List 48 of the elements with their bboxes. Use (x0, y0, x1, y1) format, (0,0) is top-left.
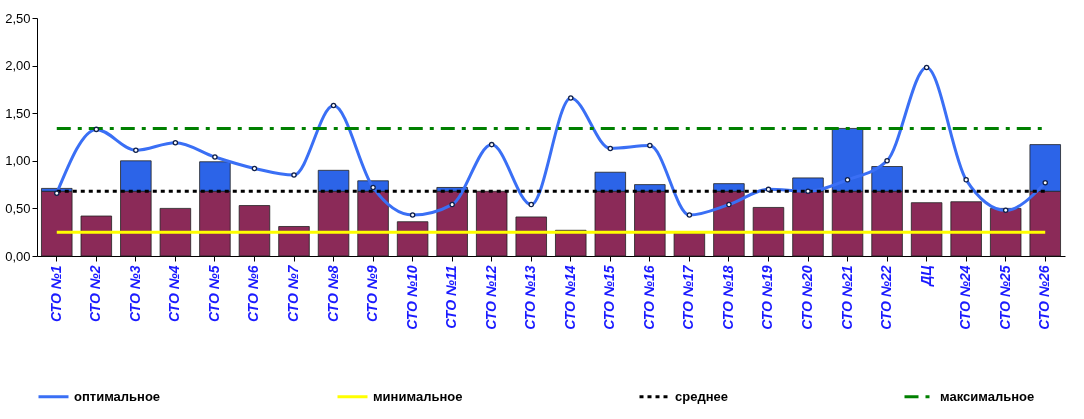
legend-label: оптимальное (74, 388, 161, 404)
y-tick-label: 2,50 (5, 10, 31, 26)
x-tick-label: СТО №10 (403, 265, 420, 330)
x-tick-label: СТО №14 (561, 265, 578, 330)
x-tick-label: СТО №1 (47, 265, 64, 323)
bar (41, 190, 73, 257)
x-tick-label: СТО №18 (719, 265, 736, 330)
x-tick-label: СТО №2 (87, 265, 104, 323)
x-tick-label: СТО №21 (838, 265, 855, 330)
x-tick-label: СТО №19 (759, 265, 776, 330)
x-tick-label: СТО №8 (324, 265, 341, 323)
x-tick-label: СТО №15 (601, 265, 618, 330)
bar (515, 216, 547, 257)
x-tick-label: СТО №6 (245, 265, 262, 323)
x-tick-label: СТО №9 (364, 265, 381, 323)
y-tick-label: 1,00 (5, 153, 31, 169)
bar (475, 190, 508, 257)
x-tick-label: СТО №11 (443, 265, 460, 329)
legend-label: минимальное (373, 388, 463, 404)
bar (436, 190, 468, 257)
x-tick-label: СТО №22 (878, 265, 895, 330)
x-tick-label: СТО №16 (640, 265, 657, 330)
bar (278, 226, 310, 257)
x-tick-label: СТО №26 (1036, 265, 1053, 330)
x-tick-label: СТО №12 (482, 265, 499, 330)
bar (80, 215, 113, 257)
legend-label: среднее (675, 388, 728, 404)
x-tick-label: СТО №7 (285, 264, 301, 323)
bar (752, 207, 785, 257)
x-tick-label: СТО №20 (799, 265, 815, 330)
y-tick-label: 0,50 (5, 200, 31, 216)
bar (238, 205, 271, 257)
bar (673, 232, 706, 257)
legend-label: максимальное (940, 388, 1035, 404)
bar (950, 201, 982, 257)
x-tick-label: СТО №24 (957, 265, 974, 330)
y-tick-label: 0,00 (5, 248, 31, 264)
x-tick-label: СТО №3 (126, 265, 143, 323)
bar (159, 208, 192, 257)
x-tick-label: СТО №25 (996, 265, 1013, 330)
x-tick-label: СТО №13 (522, 265, 539, 330)
x-tick-label: СТО №5 (205, 265, 222, 323)
x-tick-label: СТО №4 (166, 265, 183, 323)
y-tick-label: 1,50 (5, 105, 31, 121)
bar (910, 202, 943, 257)
x-tick-label: ДЦ (917, 265, 934, 287)
x-tick-label: СТО №17 (680, 264, 697, 330)
y-tick-label: 2,00 (5, 58, 31, 74)
